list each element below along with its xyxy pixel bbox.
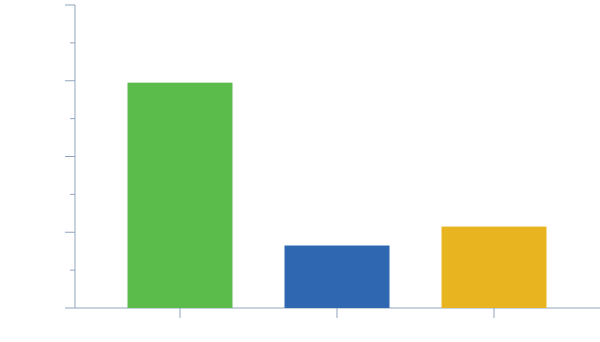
bar — [441, 226, 547, 308]
bar — [284, 245, 390, 308]
bar — [127, 82, 233, 308]
